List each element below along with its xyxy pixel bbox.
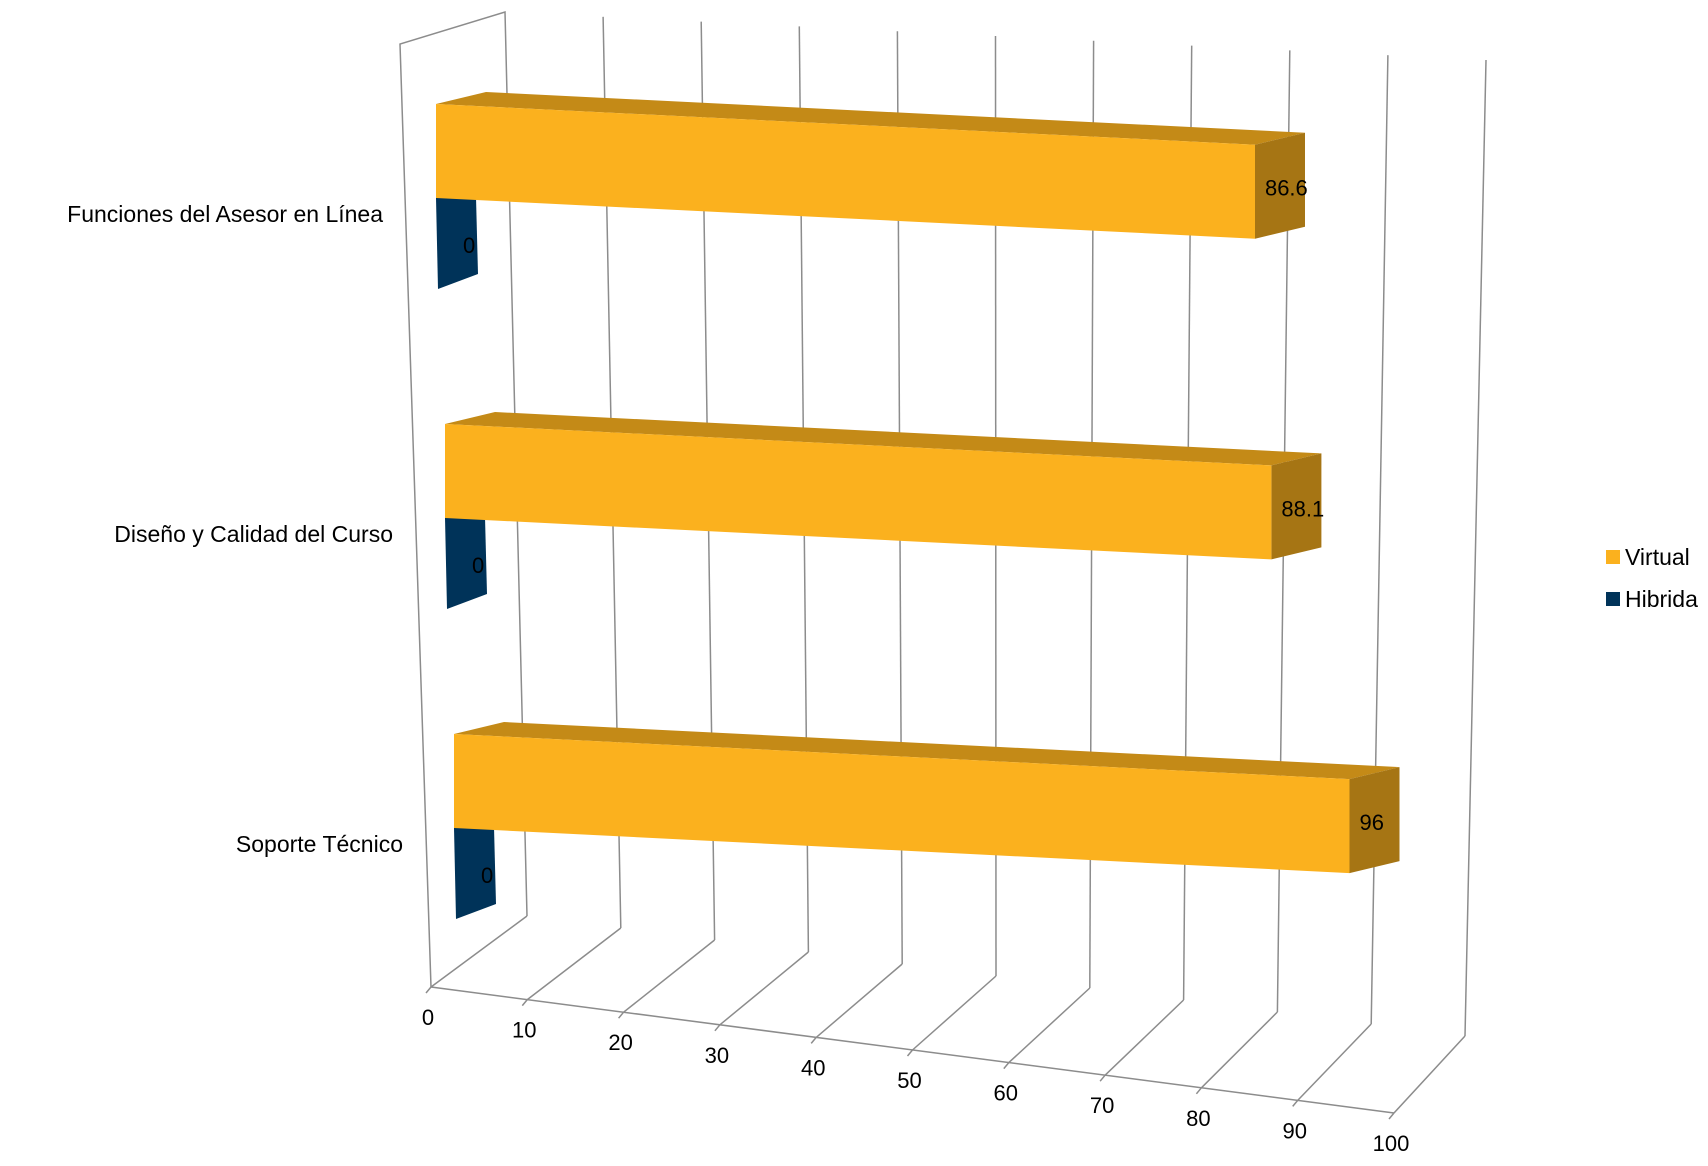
- data-label-hibrida-2: 0: [481, 863, 493, 888]
- floor-gridline-80: [1200, 1011, 1278, 1089]
- tick-mark-70: [1099, 1074, 1106, 1082]
- tick-label-50: 50: [897, 1068, 921, 1093]
- floor-gridline-10: [526, 927, 622, 1001]
- bar-virtual-1: [445, 424, 1272, 560]
- tick-label-60: 60: [994, 1081, 1018, 1106]
- floor-gridline-40: [815, 963, 903, 1038]
- legend: Virtual Hibrida: [1606, 544, 1698, 612]
- data-label-virtual-0: 86.6: [1265, 176, 1308, 201]
- legend-swatch-hibrida: [1606, 592, 1620, 606]
- tick-label-30: 30: [705, 1043, 729, 1068]
- bar-virtual-side-1: [1271, 453, 1322, 560]
- gridline-100: [1464, 59, 1487, 1037]
- y-axis-categories: Funciones del Asesor en Línea Diseño y Ca…: [67, 201, 403, 857]
- category-label-0: Funciones del Asesor en Línea: [67, 201, 383, 227]
- tick-label-20: 20: [608, 1030, 632, 1055]
- floor-gridline-100: [1393, 1035, 1466, 1114]
- gridline-90: [1370, 55, 1389, 1025]
- floor-gridline-30: [719, 951, 809, 1026]
- bar-virtual-side-0: [1255, 132, 1305, 239]
- x-axis-ticks: 0 10 20 30 40 50 60 70 80 90 100: [422, 986, 1410, 1156]
- data-labels: 86.6 0 88.1 0 96 0: [463, 176, 1384, 888]
- floor-left-edge: [430, 915, 528, 988]
- tick-label-0: 0: [422, 1005, 434, 1030]
- tick-mark-0: [425, 986, 432, 994]
- tick-label-40: 40: [801, 1055, 825, 1080]
- data-label-virtual-2: 96: [1359, 810, 1383, 835]
- bar-virtual-0: [436, 104, 1255, 239]
- tick-mark-100: [1388, 1112, 1395, 1120]
- tick-mark-80: [1195, 1087, 1202, 1095]
- tick-mark-90: [1292, 1099, 1299, 1107]
- tick-label-90: 90: [1282, 1118, 1306, 1143]
- tick-mark-50: [906, 1049, 914, 1057]
- floor-gridline-20: [623, 939, 716, 1013]
- data-label-virtual-1: 88.1: [1281, 496, 1324, 521]
- data-label-hibrida-0: 0: [463, 233, 475, 258]
- tick-label-10: 10: [512, 1018, 536, 1043]
- tick-mark-60: [1003, 1062, 1010, 1070]
- bars: [436, 92, 1400, 919]
- bar-hibrida-2: [454, 827, 496, 919]
- floor-gridline-90: [1297, 1023, 1372, 1101]
- legend-label-virtual: Virtual: [1625, 544, 1690, 570]
- category-label-2: Soporte Técnico: [236, 831, 403, 857]
- floor-gridline-70: [1104, 999, 1185, 1076]
- tick-mark-40: [810, 1036, 817, 1044]
- floor-gridline-50: [912, 975, 997, 1051]
- bar-virtual-top-0: [436, 92, 1305, 145]
- floor-gridline-60: [1008, 987, 1091, 1064]
- tick-mark-20: [618, 1011, 625, 1019]
- bar-hibrida-0: [436, 197, 478, 289]
- legend-swatch-virtual: [1606, 550, 1620, 564]
- bar-virtual-2: [454, 734, 1350, 874]
- data-label-hibrida-1: 0: [472, 553, 484, 578]
- tick-mark-10: [521, 999, 528, 1007]
- bar-virtual-side-2: [1349, 767, 1400, 874]
- bar-virtual-top-1: [445, 412, 1322, 466]
- tick-label-70: 70: [1090, 1093, 1114, 1118]
- legend-label-hibrida: Hibrida: [1625, 586, 1698, 612]
- bar-virtual-top-2: [454, 722, 1400, 780]
- tick-label-80: 80: [1186, 1106, 1210, 1131]
- tick-mark-30: [714, 1024, 721, 1032]
- tick-label-100: 100: [1373, 1131, 1410, 1156]
- bar-hibrida-1: [445, 517, 487, 609]
- category-label-1: Diseño y Calidad del Curso: [114, 521, 393, 547]
